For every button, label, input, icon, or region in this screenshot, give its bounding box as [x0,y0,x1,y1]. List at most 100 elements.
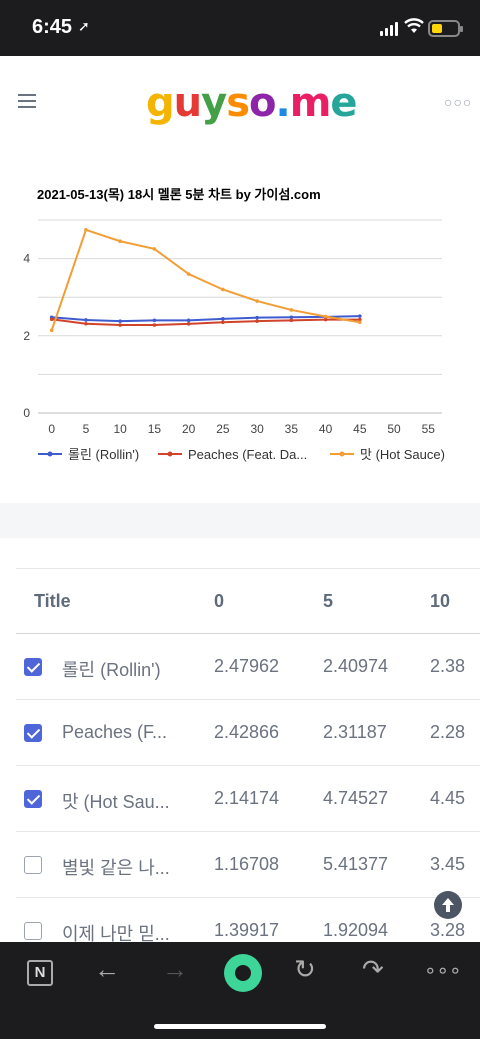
cell-0: 1.16708 [214,854,280,874]
row-checkbox[interactable] [24,790,42,808]
row-title: Peaches (F... [62,722,168,742]
data-point [49,317,54,322]
data-point [186,322,191,326]
notion-n-icon[interactable]: N [27,960,53,986]
data-point [118,323,122,327]
logo-letter: u [173,80,203,126]
data-point [255,299,259,303]
row-title: 롤린 (Rollin') [62,660,161,680]
header-title[interactable]: Title [34,591,71,611]
data-point [186,272,191,276]
reload-icon[interactable]: ↻ [294,954,316,984]
x-tick-label: 45 [353,422,367,436]
data-table: Title 0 5 10 롤린 (Rollin') 2.47962 2.40974 2… [0,538,480,942]
arrow-up-icon [442,898,454,912]
chart-card: 0 2 4 0 5 10 15 20 25 30 35 40 45 50 55 롤린 (Rollin') Pea… [0,148,480,503]
data-point [118,239,122,244]
hamburger-icon[interactable] [18,94,36,108]
x-tick-label: 40 [319,422,333,436]
y-tick-label: 0 [23,406,30,420]
table-row[interactable]: 맛 (Hot Sau... 2.14174 4.74527 4.45 [16,766,480,832]
x-tick-label: 10 [113,422,127,436]
data-point [84,228,88,232]
legend-swatch-dot [167,451,173,457]
cell-5: 2.40974 [323,656,389,676]
header-col-0[interactable]: 0 [214,591,225,611]
share-icon[interactable]: ↷ [362,954,384,984]
table-row[interactable]: 롤린 (Rollin') 2.47962 2.40974 2.38 [16,634,480,700]
x-tick-label: 15 [148,422,162,436]
logo-letter: m [289,80,332,126]
location-arrow-icon: ➚ [78,18,90,34]
top-bar: guyso.me ○○○ [0,56,480,148]
data-point [152,318,157,323]
data-point [255,319,259,323]
x-tick-label: 35 [285,422,299,436]
cell-0: 2.42866 [214,722,280,742]
logo-letter: o [249,80,277,126]
ellipsis-icon[interactable]: ○○○ [444,94,473,110]
legend-swatch-dot [339,451,345,457]
header-col-5[interactable]: 5 [323,591,334,611]
data-point [358,317,362,322]
logo-letter: e [330,80,357,126]
more-icon[interactable]: ∘∘∘ [424,960,462,982]
data-point [186,318,191,323]
data-point [289,308,294,312]
forward-arrow-icon[interactable]: → [162,954,188,984]
legend-label: 맛 (Hot Sauce) [360,447,445,462]
data-point [323,314,328,319]
logo-letter: s [226,80,250,126]
table-row[interactable]: 별빛 같은 나... 1.16708 5.41377 3.45 [16,832,480,898]
data-point [323,317,328,322]
row-checkbox[interactable] [24,856,42,874]
cell-10: 2.38 [430,656,466,676]
wifi-icon [404,18,424,33]
data-point [289,315,294,320]
logo-letter: g [146,80,175,126]
series-line [51,318,360,326]
table-row[interactable]: 이제 나만 믿... 1.39917 1.92094 3.28 [16,898,480,942]
row-checkbox[interactable] [24,724,42,742]
data-point [358,320,362,325]
data-point [84,321,88,326]
back-arrow-icon[interactable]: ← [94,954,120,984]
cell-5: 5.41377 [323,854,389,874]
legend-swatch-dot [47,451,53,457]
x-tick-label: 20 [182,422,196,436]
y-tick-label: 4 [23,252,30,266]
row-title: 별빛 같은 나... [62,858,170,878]
section-divider [0,503,480,538]
site-logo[interactable]: guyso.me [146,80,358,126]
cell-signal-icon [380,22,400,36]
cell-5: 4.74527 [323,788,389,808]
y-tick-label: 2 [23,329,30,343]
data-point [152,247,157,251]
table-row[interactable]: Peaches (F... 2.42866 2.31187 2.28 [16,700,480,766]
scroll-top-button[interactable] [434,891,462,919]
legend-label: Peaches (Feat. Da... [188,447,307,462]
header-col-10[interactable]: 10 [430,591,451,611]
row-checkbox[interactable] [24,658,42,676]
cell-10: 3.45 [430,854,466,874]
cell-10: 3.28 [430,920,466,940]
series-line [50,228,360,331]
cell-0: 1.39917 [214,920,280,940]
cell-10: 2.28 [430,722,466,742]
logo-letter: y [201,80,227,126]
x-tick-label: 55 [422,422,436,436]
row-checkbox[interactable] [24,922,42,940]
status-bar: 6:45 ➚ [0,0,480,56]
row-title: 맛 (Hot Sau... [62,792,170,812]
data-point [221,287,225,292]
logo-letter: . [275,80,291,126]
cell-10: 4.45 [430,788,466,808]
x-tick-label: 0 [48,422,55,436]
home-circle-button[interactable] [224,954,262,992]
x-tick-label: 30 [250,422,264,436]
data-point [358,314,362,318]
data-point [84,318,88,322]
status-time: 6:45 [32,16,73,38]
x-tick-label: 50 [387,422,401,436]
